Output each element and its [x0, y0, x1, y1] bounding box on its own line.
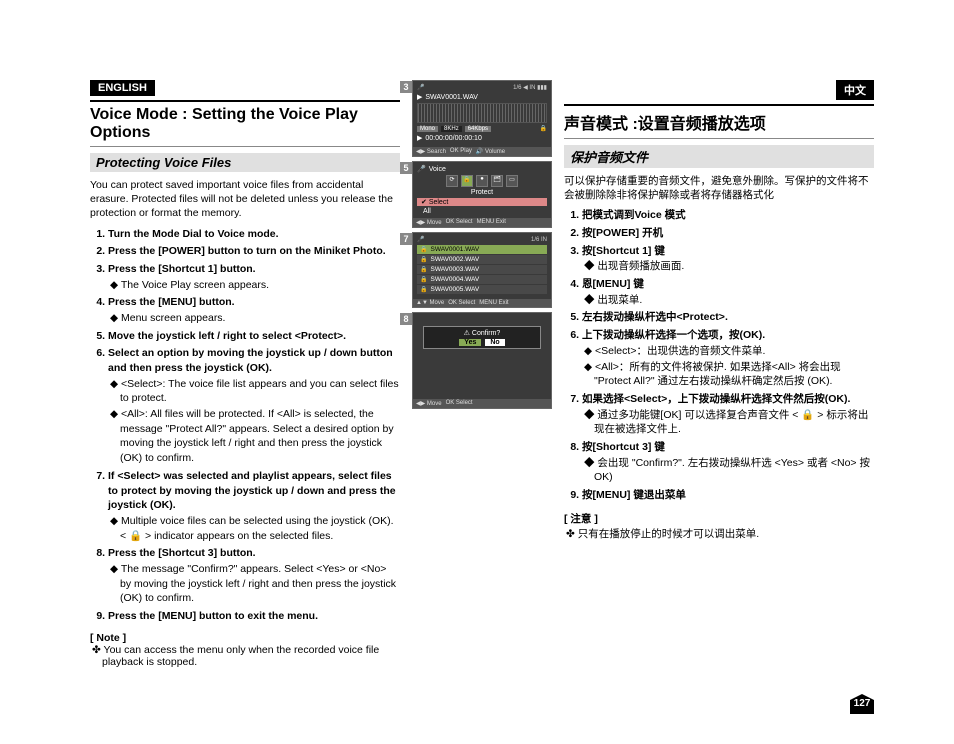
lock-icon [420, 266, 427, 273]
subhead-cn: 保护音频文件 [564, 145, 874, 168]
headline-en: Voice Mode : Setting the Voice Play Opti… [90, 100, 400, 147]
opt-select: Select [429, 199, 448, 206]
step-text: Press the [POWER] button to turn on the … [108, 245, 386, 257]
step-text: 恩[MENU] 键 [582, 278, 644, 290]
yes-button: Yes [459, 339, 481, 346]
step-sub: <Select>: The voice file list appears an… [108, 377, 400, 406]
no-button: No [485, 339, 504, 346]
step-text: 按[POWER] 开机 [582, 227, 663, 239]
bar-item: ▲▼ Move [416, 300, 444, 306]
step-text: Select an option by moving the joystick … [108, 347, 393, 374]
step-sub: <Select>：出现供选的音频文件菜单. [582, 344, 874, 359]
step-sub: <All>：所有的文件将被保护. 如果选择<All> 将会出现 "Protect… [582, 360, 874, 389]
step-text: 上下拨动操纵杆选择一个选项，按(OK). [582, 329, 765, 341]
step-text: Press the [Shortcut 3] button. [108, 547, 256, 559]
hdr-count: 1/6 IN [531, 237, 547, 243]
screen-7: 7 🎤1/6 IN SWAV0001.WAV SWAV0002.WAV SWAV… [412, 232, 552, 308]
step-sub: 出现音频播放画面. [582, 259, 874, 274]
waveform [417, 103, 547, 123]
steps-cn: 把模式调到Voice 模式 按[POWER] 开机 按[Shortcut 1] … [564, 208, 874, 502]
chip-kbps: 64Kbps [465, 126, 491, 132]
lock-icon [420, 286, 427, 293]
intro-en: You can protect saved important voice fi… [90, 178, 400, 221]
step-text: 把模式调到Voice 模式 [582, 209, 686, 221]
bar-item: MENU Exit [477, 219, 506, 226]
step-text: Move the joystick left / right to select… [108, 330, 346, 342]
lock-icon [420, 276, 427, 283]
opt-all: All [417, 208, 547, 215]
bar-item: 🔊 Volume [476, 148, 505, 155]
bar-item: MENU Exit [479, 300, 508, 306]
chip-khz: 8KHz [441, 126, 462, 132]
step-sub: 通过多功能键[OK] 可以选择复合声音文件 < 🔒 > 标示将出现在被选择文件上… [582, 408, 874, 437]
page-number: 127 [850, 694, 874, 714]
bar-item: OK Select [446, 400, 473, 407]
step-sub: Menu screen appears. [108, 311, 400, 326]
bar-item: OK Select [446, 219, 473, 226]
step-text: Press the [Shortcut 1] button. [108, 263, 256, 275]
list-item-label: SWAV0003.WAV [430, 266, 479, 273]
step-text: 按[Shortcut 1] 键 [582, 245, 665, 257]
chip-mono: Mono [417, 126, 438, 132]
lock-icon [420, 256, 427, 263]
headline-cn: 声音模式 :设置音频播放选项 [564, 104, 874, 139]
note-title-cn: [ 注意 ] [564, 511, 874, 526]
list-item-label: SWAV0004.WAV [430, 276, 479, 283]
screen-8: 8 ⚠ Confirm? Yes No ◀▶ Move OK Select [412, 312, 552, 409]
steps-en: Turn the Mode Dial to Voice mode. Press … [90, 227, 400, 624]
note-line-en: You can access the menu only when the re… [90, 644, 400, 668]
step-sub: <All>: All files will be protected. If <… [108, 407, 400, 466]
screen-number: 3 [400, 81, 412, 93]
file-name: SWAV0001.WAV [425, 94, 478, 101]
screen-3: 3 🎤1/6 ◀ IN ▮▮▮ ▶SWAV0001.WAV Mono 8KHz … [412, 80, 552, 157]
step-sub: The Voice Play screen appears. [108, 278, 400, 293]
step-sub: 出现菜单. [582, 293, 874, 308]
lang-tag-english: ENGLISH [90, 80, 155, 96]
bar-item: OK Select [448, 300, 475, 306]
screen-number: 8 [400, 313, 412, 325]
step-text: Turn the Mode Dial to Voice mode. [108, 228, 279, 240]
lock-icon [420, 246, 427, 253]
bar-item: ◀▶ Move [416, 400, 442, 407]
bar-item: ◀▶ Move [416, 219, 442, 226]
step-text: Press the [MENU] button. [108, 296, 235, 308]
list-item-label: SWAV0005.WAV [430, 286, 479, 293]
note-title-en: [ Note ] [90, 632, 400, 644]
menu-label: Protect [417, 189, 547, 196]
dialog-text: Confirm? [472, 330, 500, 337]
screen-5: 5 🎤Voice ⟳🔒●🗂▭ Protect ✔ Select All ◀▶ M… [412, 161, 552, 228]
step-sub: The message "Confirm?" appears. Select <… [108, 562, 400, 606]
step-text: 按[MENU] 键退出菜单 [582, 489, 686, 501]
step-sub: 会出现 "Confirm?". 左右拨动操纵杆选 <Yes> 或者 <No> 按… [582, 456, 874, 485]
step-text: 左右拨动操纵杆选中<Protect>. [582, 311, 728, 323]
subhead-en: Protecting Voice Files [90, 153, 400, 172]
step-sub: Multiple voice files can be selected usi… [108, 514, 400, 543]
step-text: If <Select> was selected and playlist ap… [108, 470, 396, 511]
menu-title: Voice [429, 166, 446, 173]
list-item-label: SWAV0001.WAV [430, 246, 479, 253]
screen-number: 7 [400, 233, 412, 245]
confirm-dialog: ⚠ Confirm? Yes No [423, 326, 541, 349]
list-item-label: SWAV0002.WAV [430, 256, 479, 263]
bar-item: ◀▶ Search [416, 148, 446, 155]
device-screenshots: 3 🎤1/6 ◀ IN ▮▮▮ ▶SWAV0001.WAV Mono 8KHz … [412, 80, 552, 668]
screen-number: 5 [400, 162, 412, 174]
step-text: Press the [MENU] button to exit the menu… [108, 610, 318, 622]
intro-cn: 可以保护存储重要的音频文件，避免意外删除。写保护的文件将不会被删除除非将保护解除… [564, 174, 874, 202]
note-line-cn: 只有在播放停止的时候才可以调出菜单. [564, 526, 874, 541]
lang-tag-chinese: 中文 [836, 80, 874, 100]
step-text: 如果选择<Select>，上下拨动操纵杆选择文件然后按(OK). [582, 393, 850, 405]
step-text: 按[Shortcut 3] 键 [582, 441, 665, 453]
bar-item: OK Play [450, 148, 472, 155]
time-counter: 00:00:00/00:00:10 [425, 135, 481, 142]
